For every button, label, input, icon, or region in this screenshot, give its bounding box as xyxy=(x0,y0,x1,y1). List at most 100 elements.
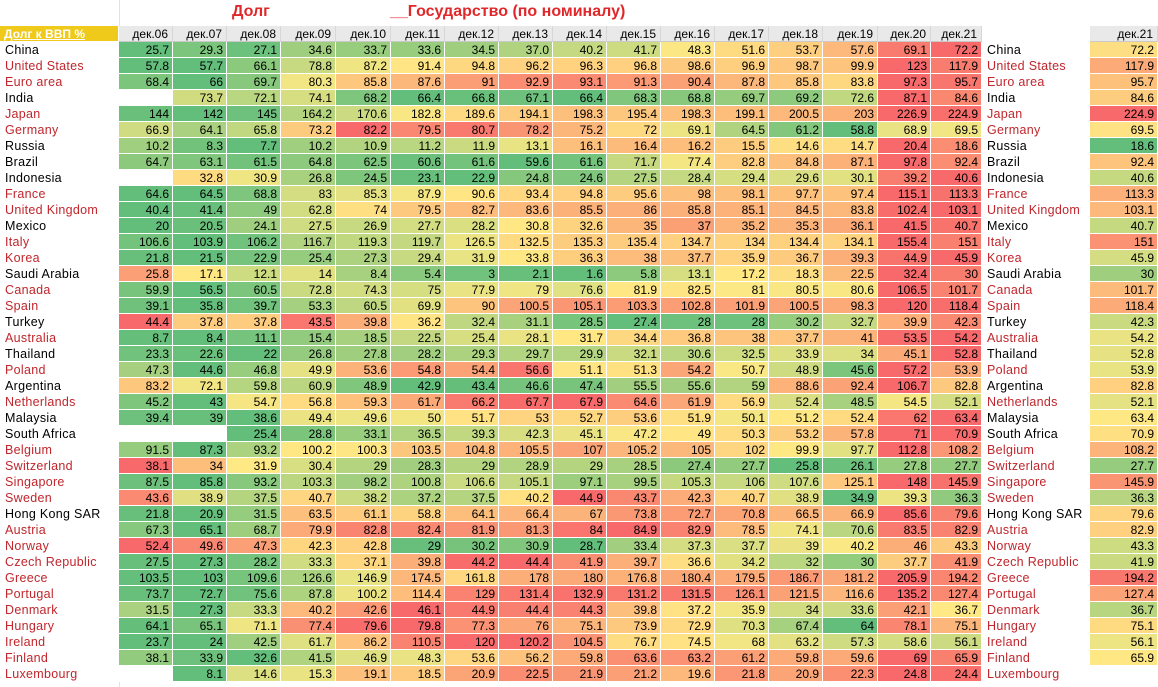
value-cell[interactable]: 84.5 xyxy=(769,202,823,218)
country-name-cell[interactable]: Argentina xyxy=(0,378,119,394)
value-cell[interactable]: 17.1 xyxy=(173,266,227,282)
value-cell[interactable]: 60.5 xyxy=(336,298,391,314)
country-name-repeat-cell[interactable]: Saudi Arabia xyxy=(982,266,1090,282)
value-cell[interactable]: 85.8 xyxy=(173,474,227,490)
column-header-дек.19[interactable]: дек.19 xyxy=(823,26,878,42)
country-name-repeat-cell[interactable]: Czech Republic xyxy=(982,554,1090,570)
value-cell[interactable]: 87.5 xyxy=(119,474,173,490)
value-cell[interactable]: 78.1 xyxy=(878,618,931,634)
right-value-cell[interactable]: 82.9 xyxy=(1090,522,1158,538)
value-cell[interactable]: 5.8 xyxy=(607,266,661,282)
value-cell[interactable]: 102.4 xyxy=(878,202,931,218)
country-name-cell[interactable]: Canada xyxy=(0,282,119,298)
column-header-дек.13[interactable]: дек.13 xyxy=(499,26,553,42)
value-cell[interactable]: 113.3 xyxy=(931,186,982,202)
value-cell[interactable]: 174.5 xyxy=(391,570,445,586)
value-cell[interactable]: 30.1 xyxy=(823,170,878,186)
value-cell[interactable]: 38.9 xyxy=(173,490,227,506)
right-value-cell[interactable]: 127.4 xyxy=(1090,586,1158,602)
value-cell[interactable]: 51.2 xyxy=(769,410,823,426)
value-cell[interactable]: 72 xyxy=(607,122,661,138)
value-cell[interactable]: 30 xyxy=(823,554,878,570)
value-cell[interactable]: 65.9 xyxy=(931,650,982,666)
value-cell[interactable]: 40.7 xyxy=(281,490,336,506)
right-value-cell[interactable]: 79.6 xyxy=(1090,506,1158,522)
value-cell[interactable]: 108.2 xyxy=(931,442,982,458)
value-cell[interactable]: 24.1 xyxy=(227,218,281,234)
value-cell[interactable]: 83.2 xyxy=(119,378,173,394)
value-cell[interactable]: 65.1 xyxy=(173,522,227,538)
value-cell[interactable]: 148 xyxy=(878,474,931,490)
value-cell[interactable]: 96.3 xyxy=(553,58,607,74)
value-cell[interactable]: 85.5 xyxy=(553,202,607,218)
value-cell[interactable]: 62 xyxy=(878,410,931,426)
value-cell[interactable]: 46.6 xyxy=(499,378,553,394)
value-cell[interactable]: 63.6 xyxy=(607,650,661,666)
country-name-repeat-cell[interactable]: Poland xyxy=(982,362,1090,378)
value-cell[interactable]: 35 xyxy=(607,218,661,234)
value-cell[interactable]: 24.4 xyxy=(931,666,982,682)
value-cell[interactable]: 8.4 xyxy=(173,330,227,346)
value-cell[interactable]: 40.2 xyxy=(823,538,878,554)
country-name-repeat-cell[interactable]: United States xyxy=(982,58,1090,74)
value-cell[interactable]: 29.4 xyxy=(391,250,445,266)
country-name-cell[interactable]: Poland xyxy=(0,362,119,378)
value-cell[interactable]: 105.1 xyxy=(553,298,607,314)
value-cell[interactable]: 52.1 xyxy=(931,394,982,410)
value-cell[interactable]: 54.5 xyxy=(878,394,931,410)
value-cell[interactable]: 33.4 xyxy=(607,538,661,554)
value-cell[interactable]: 92.9 xyxy=(499,74,553,90)
value-cell[interactable]: 20.9 xyxy=(445,666,499,682)
value-cell[interactable]: 47.3 xyxy=(227,538,281,554)
value-cell[interactable]: 48.5 xyxy=(823,394,878,410)
value-cell[interactable]: 82.8 xyxy=(715,154,769,170)
value-cell[interactable]: 189.6 xyxy=(445,106,499,122)
value-cell[interactable]: 22.9 xyxy=(227,250,281,266)
value-cell[interactable]: 22 xyxy=(227,346,281,362)
value-cell[interactable]: 87.9 xyxy=(391,186,445,202)
value-cell[interactable]: 104.8 xyxy=(445,442,499,458)
value-cell[interactable]: 116.7 xyxy=(281,234,336,250)
value-cell[interactable]: 39.1 xyxy=(119,298,173,314)
value-cell[interactable]: 28.4 xyxy=(661,170,715,186)
value-cell[interactable]: 98.7 xyxy=(769,58,823,74)
value-cell[interactable]: 37.7 xyxy=(661,250,715,266)
value-cell[interactable]: 81.9 xyxy=(607,282,661,298)
value-cell[interactable]: 27.3 xyxy=(173,602,227,618)
value-cell[interactable]: 48.9 xyxy=(769,362,823,378)
value-cell[interactable]: 24 xyxy=(173,634,227,650)
value-cell[interactable]: 78.2 xyxy=(499,122,553,138)
country-name-cell[interactable]: Korea xyxy=(0,250,119,266)
country-name-cell[interactable]: Mexico xyxy=(0,218,119,234)
value-cell[interactable]: 103.9 xyxy=(173,234,227,250)
value-cell[interactable]: 7.7 xyxy=(227,138,281,154)
value-cell[interactable]: 50.1 xyxy=(715,410,769,426)
value-cell[interactable]: 41.7 xyxy=(607,42,661,58)
value-cell[interactable]: 145 xyxy=(227,106,281,122)
value-cell[interactable]: 105.2 xyxy=(607,442,661,458)
value-cell[interactable]: 78.5 xyxy=(715,522,769,538)
value-cell[interactable]: 66.2 xyxy=(445,394,499,410)
value-cell[interactable]: 30.8 xyxy=(499,218,553,234)
value-cell[interactable]: 34.6 xyxy=(281,42,336,58)
value-cell[interactable]: 69.7 xyxy=(715,90,769,106)
value-cell[interactable]: 72.6 xyxy=(823,90,878,106)
value-cell[interactable]: 50.7 xyxy=(715,362,769,378)
right-value-cell[interactable]: 18.6 xyxy=(1090,138,1158,154)
value-cell[interactable]: 198.3 xyxy=(553,106,607,122)
value-cell[interactable]: 180 xyxy=(553,570,607,586)
value-cell[interactable]: 43.4 xyxy=(445,378,499,394)
value-cell[interactable]: 75.1 xyxy=(553,618,607,634)
value-cell[interactable]: 41 xyxy=(823,330,878,346)
value-cell[interactable]: 37.8 xyxy=(227,314,281,330)
value-cell[interactable]: 95.7 xyxy=(931,74,982,90)
value-cell[interactable]: 76 xyxy=(499,618,553,634)
value-cell[interactable]: 85.3 xyxy=(336,186,391,202)
value-cell[interactable]: 101.9 xyxy=(715,298,769,314)
value-cell[interactable]: 66.1 xyxy=(227,58,281,74)
value-cell[interactable]: 145.9 xyxy=(931,474,982,490)
value-cell[interactable]: 38.1 xyxy=(119,650,173,666)
value-cell[interactable]: 44.3 xyxy=(553,602,607,618)
country-name-repeat-cell[interactable]: South Africa xyxy=(982,426,1090,442)
value-cell[interactable]: 178 xyxy=(499,570,553,586)
